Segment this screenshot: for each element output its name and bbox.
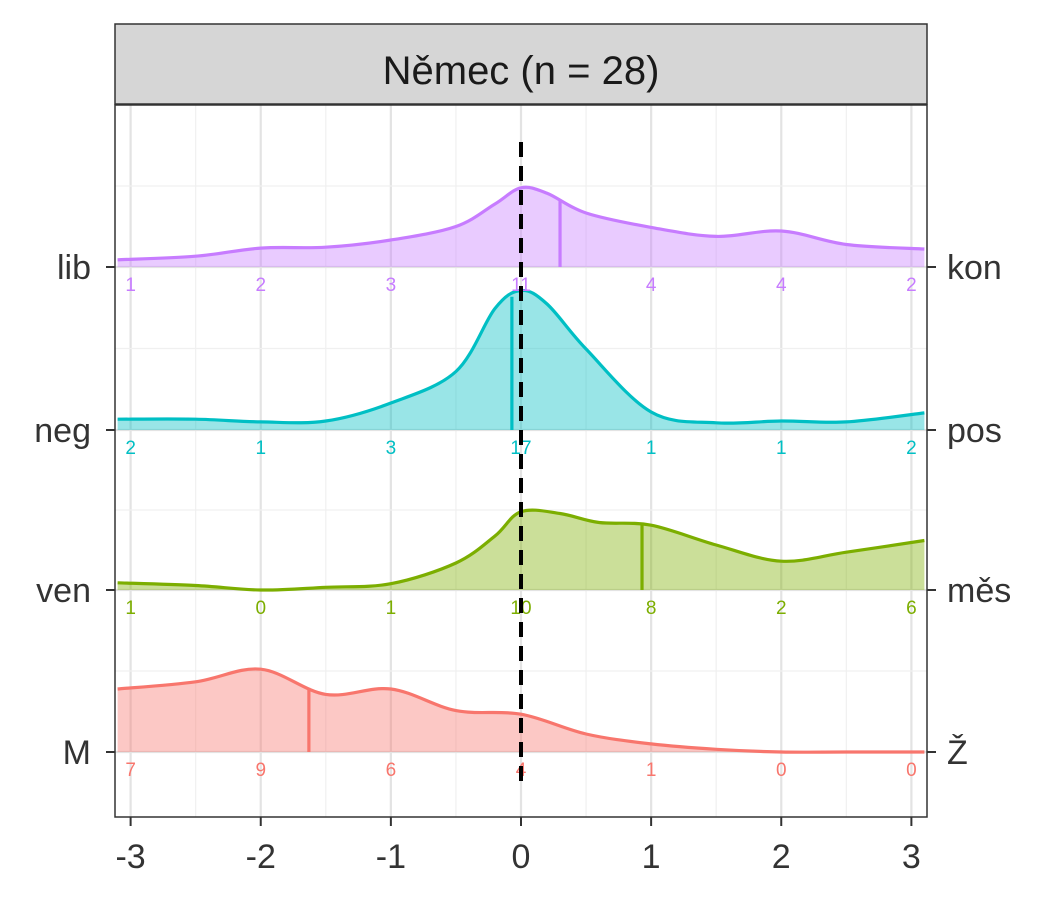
x-axis-tick-label: 3 xyxy=(902,838,921,876)
count-label: 2 xyxy=(255,275,266,296)
count-label: 7 xyxy=(125,760,136,781)
y-axis-label-left: lib xyxy=(57,249,91,287)
ridge-area xyxy=(117,668,925,753)
x-axis-tick-label: -2 xyxy=(246,838,276,876)
count-label: 1 xyxy=(386,598,397,619)
count-label: 1 xyxy=(646,760,657,781)
count-label: 0 xyxy=(776,760,787,781)
count-label: 3 xyxy=(386,275,397,296)
count-label: 1 xyxy=(125,598,136,619)
count-label: 9 xyxy=(255,760,266,781)
count-label: 4 xyxy=(776,275,787,296)
ridge-line xyxy=(117,667,925,754)
count-label: 2 xyxy=(776,598,787,619)
x-axis-tick-label: 0 xyxy=(512,838,531,876)
count-label: 6 xyxy=(386,760,397,781)
facet-title: Němec (n = 28) xyxy=(383,49,660,93)
axes: -3 -2 -1 0 1 2 3 lib kon neg pos ven měs M Ž xyxy=(34,249,1011,876)
count-label: 2 xyxy=(906,438,917,459)
y-axis-label-right: měs xyxy=(947,572,1011,610)
y-axis-label-right: kon xyxy=(947,249,1002,287)
count-label: 3 xyxy=(386,438,397,459)
y-axis-label-right: pos xyxy=(947,412,1002,450)
count-label: 11 xyxy=(511,275,531,296)
count-label: 1 xyxy=(646,438,657,459)
count-label: 2 xyxy=(125,438,136,459)
count-label: 2 xyxy=(906,275,917,296)
y-axis-label-left: neg xyxy=(34,412,91,450)
count-label: 1 xyxy=(255,438,266,459)
count-label: 1 xyxy=(776,438,787,459)
count-label: 1 xyxy=(125,275,136,296)
count-label: 4 xyxy=(646,275,657,296)
y-axis-label-right: Ž xyxy=(947,734,968,772)
count-label: 0 xyxy=(255,598,266,619)
facet-strip xyxy=(114,23,928,105)
x-axis-tick-label: -1 xyxy=(376,838,406,876)
ridge-M-Ž xyxy=(117,667,925,754)
x-axis-tick-label: -3 xyxy=(115,838,145,876)
count-label: 8 xyxy=(646,598,657,619)
x-axis-tick-label: 2 xyxy=(772,838,791,876)
y-axis-label-left: ven xyxy=(36,572,91,610)
x-axis-tick-label: 1 xyxy=(642,838,661,876)
y-axis-label-left: M xyxy=(63,734,91,772)
ridge-line xyxy=(117,185,925,262)
count-label: 17 xyxy=(510,438,531,459)
count-label: 0 xyxy=(906,760,917,781)
count-label: 6 xyxy=(906,598,917,619)
